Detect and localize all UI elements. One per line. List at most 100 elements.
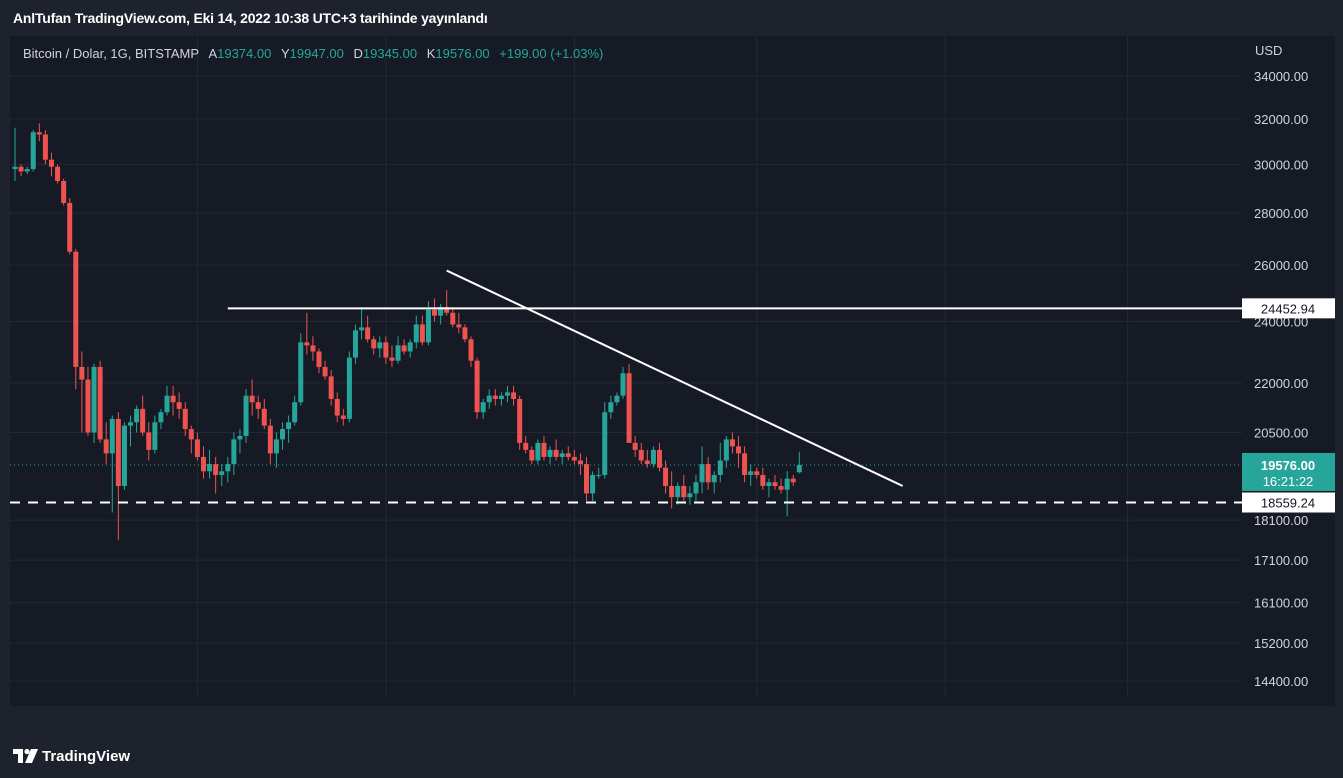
candle-body bbox=[115, 418, 121, 486]
candle-body bbox=[328, 376, 334, 399]
candle-body bbox=[176, 402, 182, 409]
candle-body bbox=[559, 453, 565, 457]
candle-body bbox=[547, 449, 553, 457]
level-price-tag bbox=[1242, 492, 1335, 513]
chart-area[interactable] bbox=[10, 36, 1335, 706]
candle-body bbox=[614, 395, 620, 403]
candle-body bbox=[146, 432, 152, 450]
candle-body bbox=[365, 327, 371, 340]
candle-body bbox=[772, 482, 778, 486]
grid-lines bbox=[10, 36, 1242, 696]
candle-body bbox=[535, 442, 541, 461]
candle-body bbox=[140, 408, 146, 433]
candle-body bbox=[432, 309, 438, 316]
high-label: Y bbox=[280, 46, 290, 61]
candle-body bbox=[590, 474, 596, 494]
candle-body bbox=[577, 460, 583, 465]
candle-body bbox=[784, 478, 790, 490]
chart-header: AnlTufan TradingView.com, Eki 14, 2022 1… bbox=[0, 0, 1343, 36]
tradingview-logo[interactable]: TradingView bbox=[12, 747, 130, 765]
price-tick-label: 28000.00 bbox=[1254, 206, 1308, 221]
candle-body bbox=[286, 422, 292, 430]
level-price-label: 24452.94 bbox=[1261, 301, 1315, 316]
candle-body bbox=[73, 251, 79, 367]
candle-body bbox=[30, 132, 36, 170]
tradingview-logo-icon bbox=[13, 748, 38, 763]
trend-line[interactable] bbox=[446, 269, 904, 487]
candle-body bbox=[517, 398, 523, 443]
currency-label[interactable]: USD bbox=[1255, 43, 1283, 58]
candle-body bbox=[395, 345, 401, 361]
drawings[interactable] bbox=[10, 269, 1242, 504]
candle-body bbox=[267, 425, 273, 454]
price-chart[interactable]: 34000.00 32000.00 30000.00 28000.00 26000.00… bbox=[10, 36, 1335, 706]
candle-body bbox=[152, 422, 158, 450]
candle-body bbox=[334, 398, 340, 416]
candle-body bbox=[407, 342, 413, 352]
candle-body bbox=[699, 464, 705, 483]
candle-body bbox=[182, 408, 188, 430]
candle-body bbox=[663, 467, 669, 486]
price-tick-label: 14400.00 bbox=[1254, 674, 1308, 689]
candle-body bbox=[602, 412, 608, 475]
candle-body bbox=[340, 415, 346, 419]
candle-body bbox=[292, 402, 298, 423]
candle-body bbox=[249, 395, 255, 403]
candle-body bbox=[748, 471, 754, 475]
candle-body bbox=[681, 485, 687, 498]
candle-body bbox=[164, 395, 170, 413]
candle-body bbox=[61, 180, 67, 203]
candle-body bbox=[389, 357, 395, 361]
price-tick-label: 32000.00 bbox=[1254, 112, 1308, 127]
candle-body bbox=[523, 442, 529, 450]
candle-body bbox=[650, 449, 656, 465]
candle-body bbox=[571, 456, 577, 461]
footer bbox=[0, 740, 1343, 778]
candle-body bbox=[766, 482, 772, 486]
candle-body bbox=[565, 453, 571, 457]
candle-body bbox=[352, 330, 358, 358]
level-price-label: 18559.24 bbox=[1261, 496, 1315, 511]
candle-body bbox=[644, 460, 650, 465]
candle-body bbox=[231, 439, 237, 465]
candle-body bbox=[632, 442, 638, 450]
candle-body bbox=[541, 442, 547, 457]
candle-body bbox=[608, 402, 614, 413]
level-price-tag bbox=[1242, 298, 1335, 319]
candle-body bbox=[346, 357, 352, 419]
candle-body bbox=[693, 482, 699, 494]
symbol-legend: Bitcoin / Dolar, 1G, BITSTAMP A19374.00 … bbox=[23, 46, 603, 61]
price-tick-label: 26000.00 bbox=[1254, 258, 1308, 273]
candle-body bbox=[322, 366, 328, 377]
candle-body bbox=[742, 453, 748, 475]
low-value: 19345.00 bbox=[362, 46, 418, 61]
price-tick-label: 15200.00 bbox=[1254, 636, 1308, 651]
candle-body bbox=[729, 439, 735, 447]
price-tick-label: 34000.00 bbox=[1254, 69, 1308, 84]
candle-body bbox=[97, 366, 103, 440]
candle-body bbox=[687, 493, 693, 498]
candle-body bbox=[675, 485, 681, 498]
price-tick-label: 18100.00 bbox=[1254, 513, 1308, 528]
candle-body bbox=[36, 132, 42, 135]
publication-info: AnlTufan TradingView.com, Eki 14, 2022 1… bbox=[13, 10, 488, 26]
candle-body bbox=[474, 360, 480, 413]
candle-body bbox=[401, 345, 407, 352]
candle-body bbox=[219, 471, 225, 475]
candle-body bbox=[42, 134, 48, 160]
candle-body bbox=[158, 412, 164, 423]
price-axis[interactable]: 34000.00 32000.00 30000.00 28000.00 26000.00… bbox=[1242, 69, 1335, 689]
candle-body bbox=[626, 373, 632, 443]
symbol-name[interactable]: Bitcoin / Dolar, 1G, BITSTAMP bbox=[23, 46, 199, 61]
candle-body bbox=[504, 392, 510, 396]
candle-body bbox=[371, 339, 377, 349]
candle-body bbox=[486, 395, 492, 403]
candle-body bbox=[377, 342, 383, 349]
candle-body bbox=[456, 324, 462, 328]
bar-countdown-label: 16:21:22 bbox=[1263, 474, 1314, 489]
candle-body bbox=[511, 392, 517, 399]
candles bbox=[12, 123, 802, 540]
close-value: 19576.00 bbox=[435, 46, 490, 61]
candle-body bbox=[261, 408, 267, 426]
candle-body bbox=[213, 464, 219, 475]
